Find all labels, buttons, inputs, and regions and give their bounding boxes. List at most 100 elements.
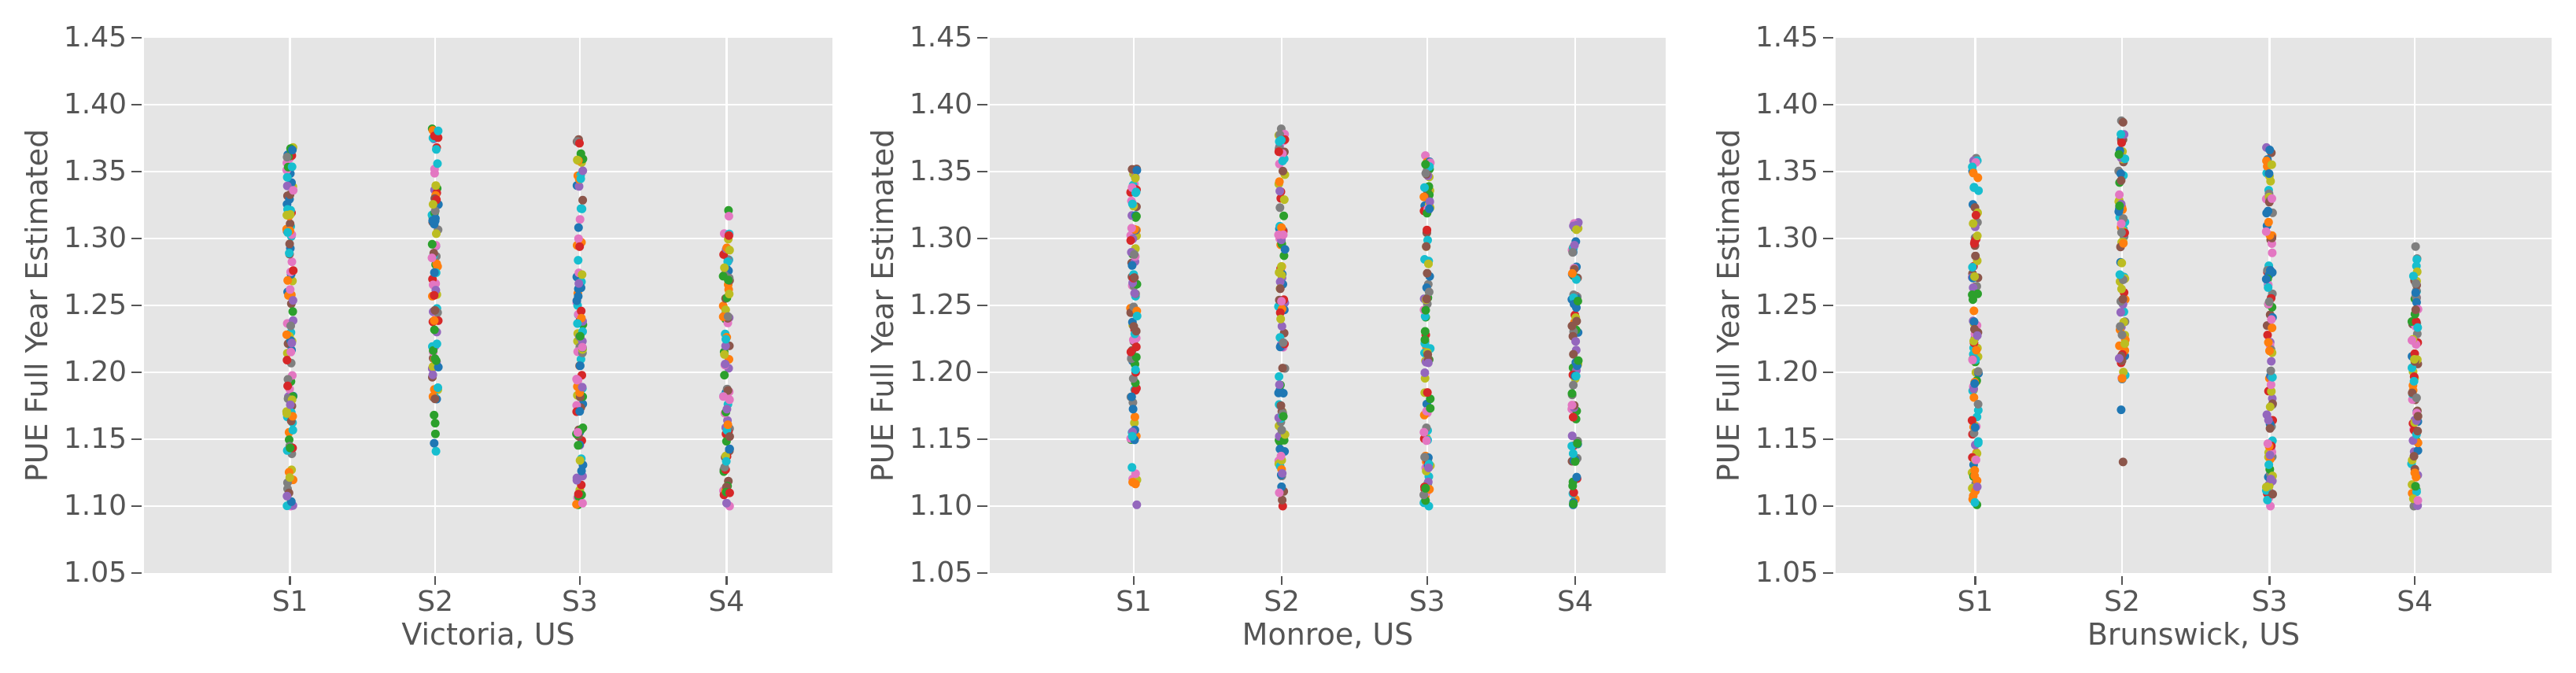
data-point <box>1573 438 1582 448</box>
data-point <box>1131 353 1141 362</box>
data-point <box>2411 305 2420 314</box>
data-point <box>1127 199 1137 209</box>
data-point <box>1569 499 1578 508</box>
data-point <box>1568 481 1578 490</box>
data-point <box>578 204 587 213</box>
data-point <box>574 490 583 499</box>
data-point <box>1570 457 1580 466</box>
x-tick-label: S1 <box>1116 586 1152 618</box>
y-tick-label: 1.20 <box>909 356 972 388</box>
data-point <box>575 242 585 251</box>
data-point <box>2268 194 2276 203</box>
data-point <box>2412 255 2422 264</box>
data-point <box>1971 455 1980 464</box>
y-tick-mark <box>1823 371 1833 374</box>
data-point <box>1567 401 1577 410</box>
data-point <box>430 394 440 404</box>
y-tick-mark <box>131 371 142 374</box>
data-point <box>2265 146 2275 154</box>
data-point <box>286 285 295 294</box>
data-point <box>1421 151 1430 161</box>
data-point <box>433 159 442 168</box>
data-point <box>725 290 734 298</box>
data-point <box>2261 275 2271 284</box>
data-point <box>2410 355 2419 364</box>
y-tick-mark <box>1823 571 1833 575</box>
plot-area <box>144 38 832 573</box>
data-point <box>286 210 295 219</box>
data-point <box>575 361 585 371</box>
data-point <box>725 432 734 442</box>
y-tick-label: 1.40 <box>1755 88 1818 120</box>
subplot-victoria: PUE Full Year Estimated Victoria, US 1.4… <box>20 0 832 673</box>
h-gridline <box>1836 505 2552 508</box>
data-point <box>430 168 439 178</box>
data-point <box>1423 268 1432 278</box>
data-point <box>282 153 292 162</box>
data-point <box>724 231 733 240</box>
data-point <box>1423 225 1432 235</box>
data-point <box>432 339 441 349</box>
data-point <box>574 279 584 288</box>
data-point <box>1970 423 1980 432</box>
x-tick-label: S3 <box>2251 586 2288 618</box>
data-point <box>1968 355 1977 364</box>
h-gridline <box>144 170 832 173</box>
data-point <box>1973 400 1983 409</box>
data-point <box>1277 425 1286 434</box>
data-point <box>1424 287 1434 297</box>
data-point <box>2411 482 2420 491</box>
data-point <box>725 445 734 454</box>
data-point <box>721 342 730 350</box>
data-point <box>434 362 443 372</box>
data-point <box>288 146 297 155</box>
data-point <box>2263 439 2272 449</box>
data-point <box>574 223 583 232</box>
x-tick-mark <box>2268 576 2271 585</box>
y-tick-mark <box>977 103 987 106</box>
data-point <box>282 491 292 501</box>
data-point <box>578 270 587 279</box>
data-point <box>2117 176 2126 185</box>
y-tick-label: 1.30 <box>1755 222 1818 254</box>
data-point <box>1132 312 1142 320</box>
data-point <box>1275 137 1284 146</box>
data-point <box>2408 272 2418 281</box>
y-tick-label: 1.35 <box>909 155 972 187</box>
x-tick-mark <box>1132 576 1135 585</box>
data-point <box>1971 251 1980 261</box>
data-point <box>1275 445 1285 453</box>
data-point <box>1275 277 1285 287</box>
data-point <box>1276 314 1286 324</box>
data-point <box>1969 283 1978 292</box>
x-tick-label: S4 <box>708 586 745 618</box>
data-point <box>432 229 441 239</box>
outlier-point <box>430 419 440 428</box>
outlier-point <box>430 410 439 420</box>
data-point <box>286 443 295 453</box>
x-tick-label: S1 <box>271 586 308 618</box>
y-tick-label: 1.05 <box>63 557 127 589</box>
h-gridline <box>144 237 832 240</box>
data-point <box>1279 195 1289 205</box>
h-gridline <box>144 505 832 508</box>
data-point <box>2264 460 2274 469</box>
data-point <box>1131 479 1140 489</box>
data-point <box>428 200 437 209</box>
data-point <box>2266 380 2275 390</box>
outlier-point <box>430 429 440 438</box>
data-point <box>2266 475 2275 484</box>
points-layer <box>1967 116 2423 511</box>
x-tick-mark <box>1426 576 1429 585</box>
data-point <box>1131 342 1141 352</box>
data-point <box>1971 210 1980 220</box>
x-tick-mark <box>725 576 728 585</box>
y-tick-label: 1.05 <box>1755 557 1818 589</box>
data-point <box>578 166 588 176</box>
data-point <box>2263 495 2272 505</box>
data-point <box>1973 231 1982 241</box>
data-point <box>1421 160 1430 169</box>
data-point <box>1279 230 1288 239</box>
data-point <box>1424 463 1434 472</box>
data-point <box>1969 183 1979 192</box>
